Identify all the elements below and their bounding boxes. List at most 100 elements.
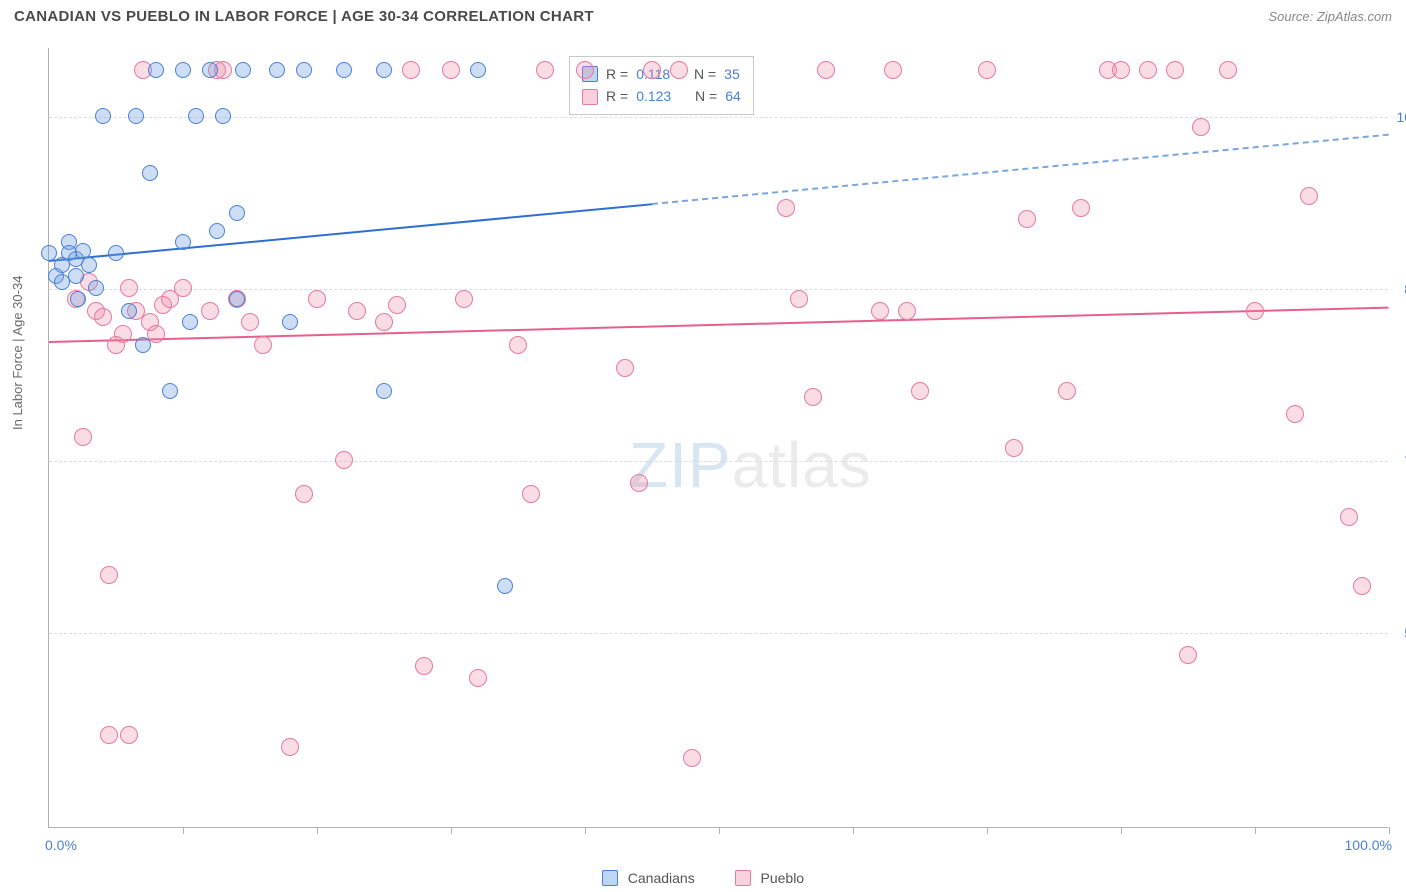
data-point	[898, 302, 916, 320]
data-point	[182, 314, 198, 330]
data-point	[282, 314, 298, 330]
scatter-chart: ZIPatlas R = 0.118 N = 35 R = 0.123 N = …	[48, 48, 1388, 828]
data-point	[174, 279, 192, 297]
chart-title: CANADIAN VS PUEBLO IN LABOR FORCE | AGE …	[14, 8, 594, 25]
gridline-h	[49, 117, 1388, 118]
data-point	[522, 485, 540, 503]
x-tick	[1389, 827, 1390, 834]
data-point	[1139, 61, 1157, 79]
data-point	[469, 669, 487, 687]
data-point	[95, 108, 111, 124]
data-point	[94, 308, 112, 326]
data-point	[308, 290, 326, 308]
data-point	[114, 325, 132, 343]
legend-item-pueblo: Pueblo	[735, 870, 804, 886]
data-point	[229, 205, 245, 221]
data-point	[135, 337, 151, 353]
data-point	[683, 749, 701, 767]
data-point	[235, 62, 251, 78]
data-point	[74, 428, 92, 446]
data-point	[616, 359, 634, 377]
data-point	[777, 199, 795, 217]
data-point	[643, 61, 661, 79]
data-point	[335, 451, 353, 469]
x-min-label: 0.0%	[45, 837, 77, 853]
data-point	[376, 62, 392, 78]
data-point	[281, 738, 299, 756]
y-tick-label: 85.0%	[1400, 281, 1406, 297]
data-point	[41, 245, 57, 261]
data-point	[1340, 508, 1358, 526]
data-point	[790, 290, 808, 308]
data-point	[804, 388, 822, 406]
data-point	[536, 61, 554, 79]
data-point	[455, 290, 473, 308]
legend-row-pueblo: R = 0.123 N = 64	[582, 85, 741, 107]
data-point	[295, 485, 313, 503]
data-point	[376, 383, 392, 399]
data-point	[348, 302, 366, 320]
gridline-h	[49, 461, 1388, 462]
data-point	[202, 62, 218, 78]
data-point	[70, 291, 86, 307]
data-point	[296, 62, 312, 78]
trend-line	[49, 203, 652, 262]
data-point	[670, 61, 688, 79]
data-point	[175, 234, 191, 250]
data-point	[188, 108, 204, 124]
data-point	[388, 296, 406, 314]
watermark: ZIPatlas	[629, 428, 872, 502]
data-point	[201, 302, 219, 320]
data-point	[68, 268, 84, 284]
gridline-h	[49, 289, 1388, 290]
data-point	[1353, 577, 1371, 595]
data-point	[108, 245, 124, 261]
source-attribution: Source: ZipAtlas.com	[1268, 9, 1392, 24]
data-point	[148, 62, 164, 78]
data-point	[100, 726, 118, 744]
data-point	[121, 303, 137, 319]
data-point	[1166, 61, 1184, 79]
data-point	[871, 302, 889, 320]
correlation-legend: R = 0.118 N = 35 R = 0.123 N = 64	[569, 56, 754, 115]
data-point	[497, 578, 513, 594]
data-point	[215, 108, 231, 124]
data-point	[1219, 61, 1237, 79]
data-point	[1005, 439, 1023, 457]
data-point	[576, 61, 594, 79]
swatch-pueblo	[582, 89, 598, 105]
data-point	[1179, 646, 1197, 664]
x-tick	[585, 827, 586, 834]
x-tick	[317, 827, 318, 834]
data-point	[100, 566, 118, 584]
data-point	[1018, 210, 1036, 228]
data-point	[81, 257, 97, 273]
data-point	[402, 61, 420, 79]
data-point	[1072, 199, 1090, 217]
data-point	[241, 313, 259, 331]
x-tick	[183, 827, 184, 834]
data-point	[1058, 382, 1076, 400]
data-point	[229, 291, 245, 307]
data-point	[254, 336, 272, 354]
data-point	[375, 313, 393, 331]
data-point	[509, 336, 527, 354]
data-point	[630, 474, 648, 492]
data-point	[470, 62, 486, 78]
data-point	[978, 61, 996, 79]
data-point	[269, 62, 285, 78]
y-axis-label: In Labor Force | Age 30-34	[10, 276, 25, 430]
data-point	[336, 62, 352, 78]
data-point	[120, 279, 138, 297]
data-point	[162, 383, 178, 399]
x-max-label: 100.0%	[1345, 837, 1392, 853]
series-legend: Canadians Pueblo	[0, 870, 1406, 886]
data-point	[415, 657, 433, 675]
data-point	[120, 726, 138, 744]
data-point	[1300, 187, 1318, 205]
data-point	[209, 223, 225, 239]
data-point	[1246, 302, 1264, 320]
x-tick	[987, 827, 988, 834]
x-tick	[719, 827, 720, 834]
data-point	[128, 108, 144, 124]
